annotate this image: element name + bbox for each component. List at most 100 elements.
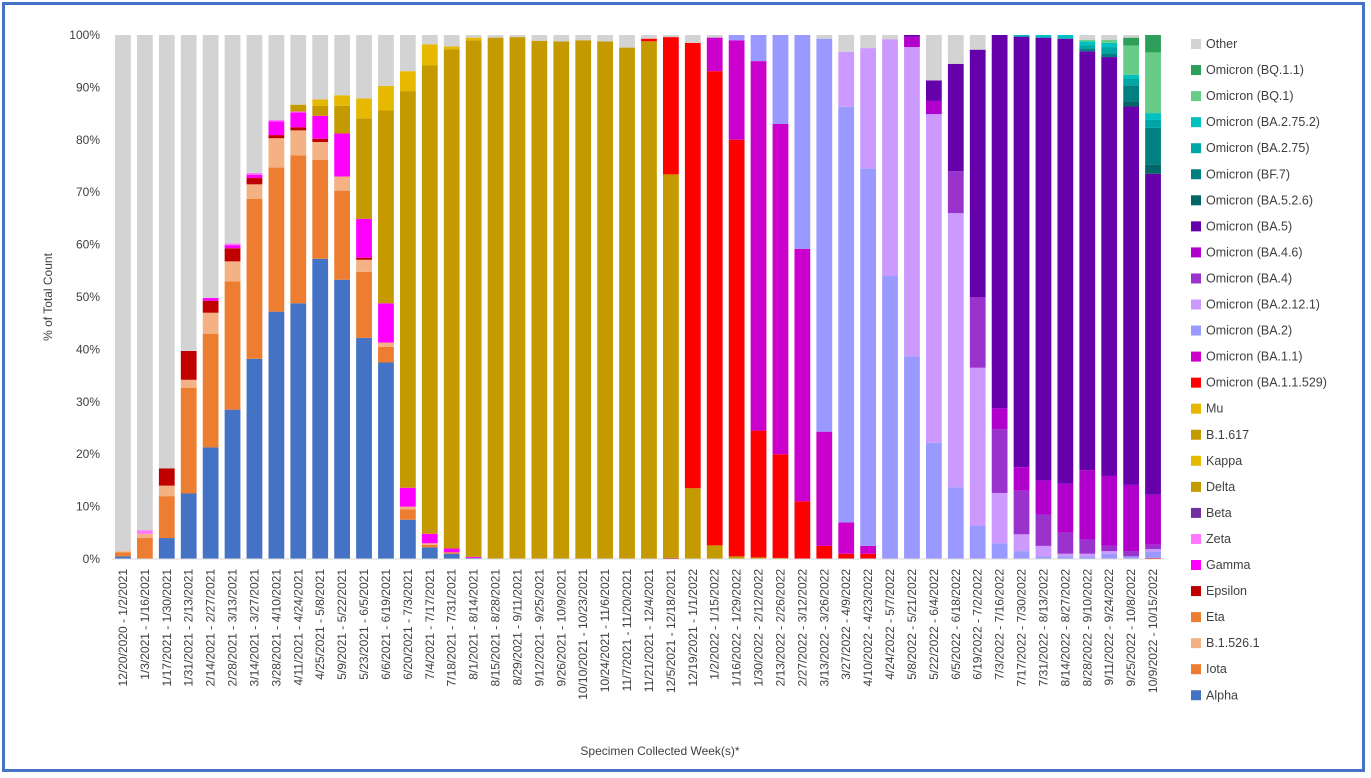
- bar-segment: [860, 168, 877, 546]
- bar-segment: [662, 35, 679, 38]
- bar-segment: [1101, 39, 1118, 43]
- bar-stack: [816, 35, 833, 559]
- x-tick-label: 7/17/2022 - 7/30/2022: [1015, 569, 1029, 687]
- legend-item: Omicron (BQ.1.1): [1191, 63, 1304, 77]
- bar-segment: [334, 190, 351, 280]
- bar-segment: [1145, 35, 1161, 53]
- bar-segment: [1145, 127, 1161, 165]
- legend-item: Omicron (BA.5.2.6): [1191, 193, 1313, 207]
- x-tick-label: 7/31/2022 - 8/13/2022: [1036, 569, 1050, 687]
- legend-swatch: [1191, 481, 1201, 492]
- bar-segment: [158, 468, 175, 486]
- legend-label: Gamma: [1206, 558, 1251, 572]
- bar-segment: [1123, 101, 1140, 107]
- bar-segment: [246, 358, 263, 559]
- bar-segment: [991, 429, 1008, 493]
- bar-segment: [487, 37, 504, 560]
- bar-segment: [290, 155, 307, 304]
- bar-stack: [706, 35, 723, 559]
- bar-segment: [684, 42, 701, 489]
- x-tick-label: 4/25/2021 - 5/8/2021: [313, 569, 327, 680]
- bar-stack: [772, 35, 789, 559]
- x-tick-label: 8/15/2021 - 8/28/2021: [489, 569, 503, 687]
- bar-segment: [1035, 480, 1052, 515]
- bar-segment: [1101, 57, 1118, 476]
- x-tick-label: 3/13/2022 - 3/26/2022: [817, 569, 831, 687]
- bar-segment: [136, 538, 153, 559]
- bar-segment: [1123, 551, 1140, 557]
- y-tick-label: 70%: [76, 185, 100, 199]
- x-tick-label: 4/11/2021 - 4/24/2021: [291, 569, 305, 686]
- bar-stack: [553, 35, 570, 560]
- bar-segment: [1013, 551, 1030, 559]
- bar-segment: [553, 41, 570, 560]
- legend-item: B.1.526.1: [1191, 636, 1260, 650]
- bar-segment: [1057, 35, 1074, 39]
- x-tick-label: 9/12/2021 - 9/25/2021: [532, 569, 546, 687]
- bar-segment: [1123, 556, 1140, 559]
- legend-label: Alpha: [1206, 688, 1238, 702]
- bar-segment: [1123, 74, 1140, 79]
- legend-label: Omicron (BQ.1): [1206, 89, 1294, 103]
- bar-segment: [312, 141, 329, 160]
- bar-stack: [1057, 35, 1074, 559]
- legend-label: Omicron (BA.2.75.2): [1206, 115, 1320, 129]
- legend-label: Omicron (BA.4): [1206, 271, 1292, 285]
- bar-segment: [1101, 47, 1118, 54]
- bar-segment: [399, 519, 416, 559]
- x-tick-label: 7/4/2021 - 7/17/2021: [423, 569, 437, 680]
- bar-stack: [641, 35, 657, 560]
- legend-item: Omicron (BA.2.12.1): [1191, 298, 1320, 312]
- bar-segment: [290, 303, 307, 559]
- legend-item: Iota: [1191, 662, 1227, 676]
- bar-segment: [925, 80, 942, 101]
- bar-segment: [224, 248, 241, 262]
- bar-segment: [1145, 557, 1161, 559]
- bar-segment: [860, 35, 877, 49]
- bar-segment: [947, 171, 964, 214]
- bar-segment: [443, 548, 460, 553]
- bar-segment: [1145, 113, 1161, 120]
- bar-segment: [553, 35, 570, 42]
- bar-segment: [619, 35, 635, 48]
- legend-swatch: [1191, 221, 1201, 232]
- legend-swatch: [1191, 507, 1201, 518]
- bar-segment: [1079, 470, 1096, 540]
- bar-segment: [224, 281, 241, 410]
- bar-segment: [925, 114, 942, 443]
- bar-segment: [356, 98, 372, 119]
- bar-stack: [860, 35, 877, 559]
- y-axis-title: % of Total Count: [41, 252, 55, 340]
- bar-segment: [969, 367, 986, 526]
- bar-segment: [706, 71, 723, 546]
- bar-segment: [356, 337, 372, 559]
- legend-item: Other: [1191, 37, 1237, 51]
- bar-segment: [1101, 475, 1118, 546]
- bar-segment: [1057, 556, 1074, 559]
- x-tick-label: 3/28/2021 - 4/10/2021: [269, 569, 283, 687]
- legend-swatch: [1191, 117, 1201, 128]
- bar-segment: [794, 248, 811, 502]
- bar-segment: [816, 35, 833, 39]
- legend-swatch: [1191, 690, 1201, 701]
- bar-segment: [750, 61, 767, 431]
- bar-segment: [268, 167, 285, 312]
- bar-segment: [706, 37, 723, 72]
- bar-segment: [421, 544, 438, 548]
- legend-swatch: [1191, 560, 1201, 570]
- bar-segment: [662, 37, 679, 175]
- bar-stack: [180, 35, 197, 559]
- legend-label: B.1.526.1: [1206, 636, 1260, 650]
- bar-stack: [465, 35, 482, 559]
- legend-swatch: [1191, 533, 1201, 544]
- legend-label: Mu: [1206, 402, 1223, 416]
- bar-segment: [356, 118, 372, 219]
- bar-segment: [356, 257, 372, 260]
- x-tick-label: 2/14/2021 - 2/27/2021: [204, 569, 218, 687]
- bar-segment: [947, 213, 964, 488]
- bar-segment: [1035, 37, 1052, 481]
- y-axis: 0% 10% 20% 30% 40% 50% 60% 70% 80% 90% 100%: [69, 28, 100, 566]
- bar-segment: [378, 303, 394, 343]
- bar-segment: [356, 35, 372, 99]
